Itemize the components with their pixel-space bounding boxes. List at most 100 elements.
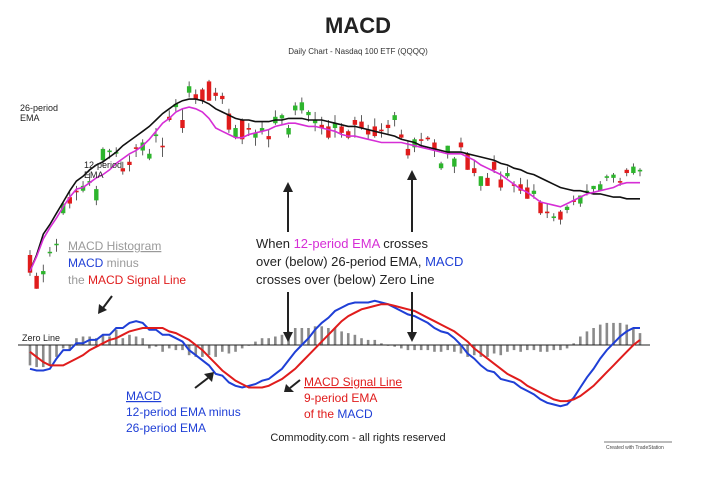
- histogram-bar: [559, 345, 562, 351]
- candle-down: [498, 179, 503, 188]
- histogram-bar: [95, 338, 98, 345]
- ema26-label-line1: 26-period: [20, 103, 58, 113]
- candle-down: [379, 129, 384, 132]
- histogram-bar: [539, 345, 542, 352]
- histogram-bar: [585, 331, 589, 345]
- signal-annotation-line2: 9-period EMA: [304, 391, 377, 405]
- candle-down: [518, 184, 523, 191]
- candle-down: [326, 126, 331, 138]
- candle-down: [359, 121, 364, 129]
- candle-down: [266, 136, 271, 140]
- histogram-bar: [413, 345, 416, 351]
- candle-down: [160, 145, 165, 148]
- histogram-bar: [148, 345, 151, 349]
- histogram-bar: [446, 345, 450, 351]
- arrow-signal: [289, 379, 301, 389]
- histogram-bar: [121, 338, 125, 345]
- candle-down: [319, 124, 324, 129]
- histogram-bar: [55, 345, 58, 357]
- histogram-bar: [512, 345, 516, 351]
- arrow-histogram: [102, 295, 113, 309]
- candle-up: [293, 105, 298, 111]
- ema26-line: [29, 98, 640, 272]
- histogram-bar: [572, 343, 575, 345]
- candle-down: [538, 201, 543, 214]
- histogram-bar: [472, 345, 476, 356]
- histogram-bar: [532, 345, 536, 351]
- histogram-bar: [320, 326, 324, 345]
- candle-up: [564, 206, 570, 210]
- histogram-annotation-the: the: [68, 273, 88, 287]
- histogram-bar: [638, 333, 642, 345]
- candle-up: [279, 115, 285, 119]
- histogram-bar: [492, 345, 496, 354]
- cross-annotation-line2: over (below) 26-period EMA, MACD: [256, 254, 463, 269]
- candle-up: [173, 103, 179, 108]
- candle-up: [153, 134, 159, 137]
- histogram-bar: [154, 345, 158, 347]
- histogram-bar: [552, 345, 556, 351]
- candle-up: [611, 174, 616, 178]
- candle-up: [604, 176, 610, 178]
- candle-down: [365, 129, 371, 135]
- histogram-bar: [592, 328, 595, 345]
- cross-annotation-over: over (below) 26-period EMA,: [256, 254, 425, 269]
- candle-down: [458, 142, 464, 148]
- chart-subtitle: Daily Chart - Nasdaq 100 ETF (QQQQ): [288, 47, 428, 56]
- histogram-bar: [181, 345, 184, 351]
- candle-down: [34, 275, 39, 289]
- histogram-annotation-minus: minus: [103, 256, 138, 270]
- candle-up: [286, 128, 291, 135]
- candle-up: [631, 166, 636, 174]
- histogram-bar: [300, 328, 304, 345]
- candle-up: [312, 120, 318, 124]
- price-panel: [27, 79, 643, 289]
- histogram-bar: [625, 324, 629, 345]
- macd-panel: [18, 299, 650, 408]
- histogram-bar: [340, 331, 343, 345]
- candle-down: [213, 92, 218, 96]
- candle-down: [74, 190, 79, 193]
- arrow-cross-down-left-head: [283, 332, 293, 342]
- histogram-bar: [161, 345, 164, 352]
- histogram-bar: [274, 336, 277, 345]
- candle-up: [598, 184, 603, 191]
- macd-annotation-line2: 12-period EMA minus: [126, 405, 241, 419]
- candle-up: [445, 145, 450, 154]
- histogram-bar: [519, 345, 522, 352]
- candle-up: [47, 251, 53, 254]
- candle-down: [617, 181, 623, 183]
- candle-down: [491, 161, 497, 170]
- histogram-bar: [466, 345, 469, 357]
- zero-line-label: Zero Line: [22, 333, 60, 343]
- candle-down: [226, 113, 232, 130]
- cross-annotation-crosses: crosses: [380, 236, 429, 251]
- histogram-bar: [605, 322, 609, 345]
- histogram-bar: [48, 345, 52, 366]
- candle-down: [385, 124, 391, 129]
- histogram-bar: [260, 338, 264, 345]
- histogram-bar: [313, 326, 317, 345]
- histogram-annotation-line2: MACD minus: [68, 256, 139, 270]
- histogram-annotation-signal: MACD Signal Line: [88, 273, 186, 287]
- arrow-macd: [194, 377, 209, 389]
- histogram-bar: [499, 345, 503, 356]
- candle-up: [54, 243, 59, 246]
- candle-down: [346, 131, 351, 138]
- histogram-bar: [254, 341, 257, 345]
- cross-annotation-ema12: 12-period EMA: [294, 236, 381, 251]
- candle-up: [233, 128, 238, 138]
- candle-down: [246, 128, 252, 130]
- histogram-bar: [134, 336, 138, 345]
- credit-text: Created with TradeStation: [606, 445, 664, 451]
- candle-down: [180, 120, 185, 129]
- candle-up: [452, 158, 457, 167]
- histogram-bar: [101, 334, 105, 345]
- candle-down: [544, 211, 550, 214]
- histogram-bar: [433, 345, 436, 352]
- candle-down: [352, 120, 358, 125]
- signal-annotation-title: MACD Signal Line: [304, 375, 402, 389]
- histogram-bar: [366, 339, 370, 345]
- histogram-bar: [439, 345, 443, 352]
